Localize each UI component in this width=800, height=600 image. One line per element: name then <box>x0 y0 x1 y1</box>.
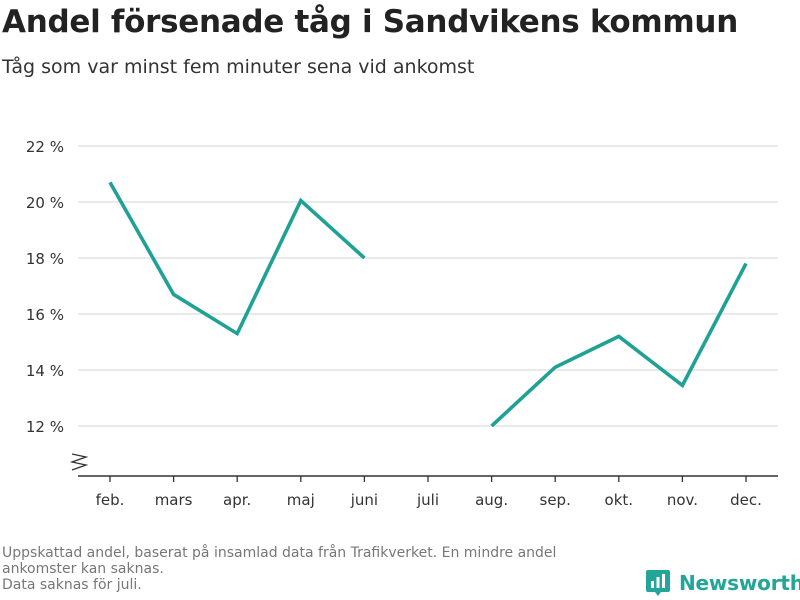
x-tick-label: juni <box>350 491 378 509</box>
footnote-line-1: Uppskattad andel, baserat på insamlad da… <box>2 545 557 561</box>
series-line <box>490 262 748 428</box>
footnote: Uppskattad andel, baserat på insamlad da… <box>2 545 642 593</box>
x-tick-label: aug. <box>475 491 508 509</box>
x-tick-label: juli <box>416 491 439 509</box>
x-tick-label: mars <box>155 491 193 509</box>
y-tick-label: 22 % <box>26 138 64 156</box>
x-tick-label: okt. <box>605 491 634 509</box>
x-tick-label: nov. <box>667 491 698 509</box>
chart-subtitle: Tåg som var minst fem minuter sena vid a… <box>2 56 475 78</box>
chart-title: Andel försenade tåg i Sandvikens kommun <box>2 4 738 40</box>
axis-break-icon <box>69 453 89 471</box>
y-tick-label: 20 % <box>26 194 64 212</box>
brand-name: Newsworthy <box>679 571 800 595</box>
footnote-line-3: Data saknas för juli. <box>2 577 142 593</box>
y-tick-label: 12 % <box>26 418 64 436</box>
y-tick-label: 18 % <box>26 250 64 268</box>
brand-logo: Newsworthy <box>645 568 800 598</box>
y-tick-label: 16 % <box>26 306 64 324</box>
footnote-line-2: ankomster kan saknas. <box>2 561 164 577</box>
x-tick-label: dec. <box>730 491 762 509</box>
line-chart: 12 % 14 % 16 % 18 % 20 % 22 % feb. mars apr. maj j… <box>26 138 778 509</box>
series-line <box>108 181 366 337</box>
x-tick-label: sep. <box>540 491 571 509</box>
x-tick-label: apr. <box>223 491 251 509</box>
x-tick-label: maj <box>287 491 315 509</box>
newsworthy-logo-icon <box>646 570 670 596</box>
y-tick-label: 14 % <box>26 362 64 380</box>
x-tick-label: feb. <box>96 491 125 509</box>
